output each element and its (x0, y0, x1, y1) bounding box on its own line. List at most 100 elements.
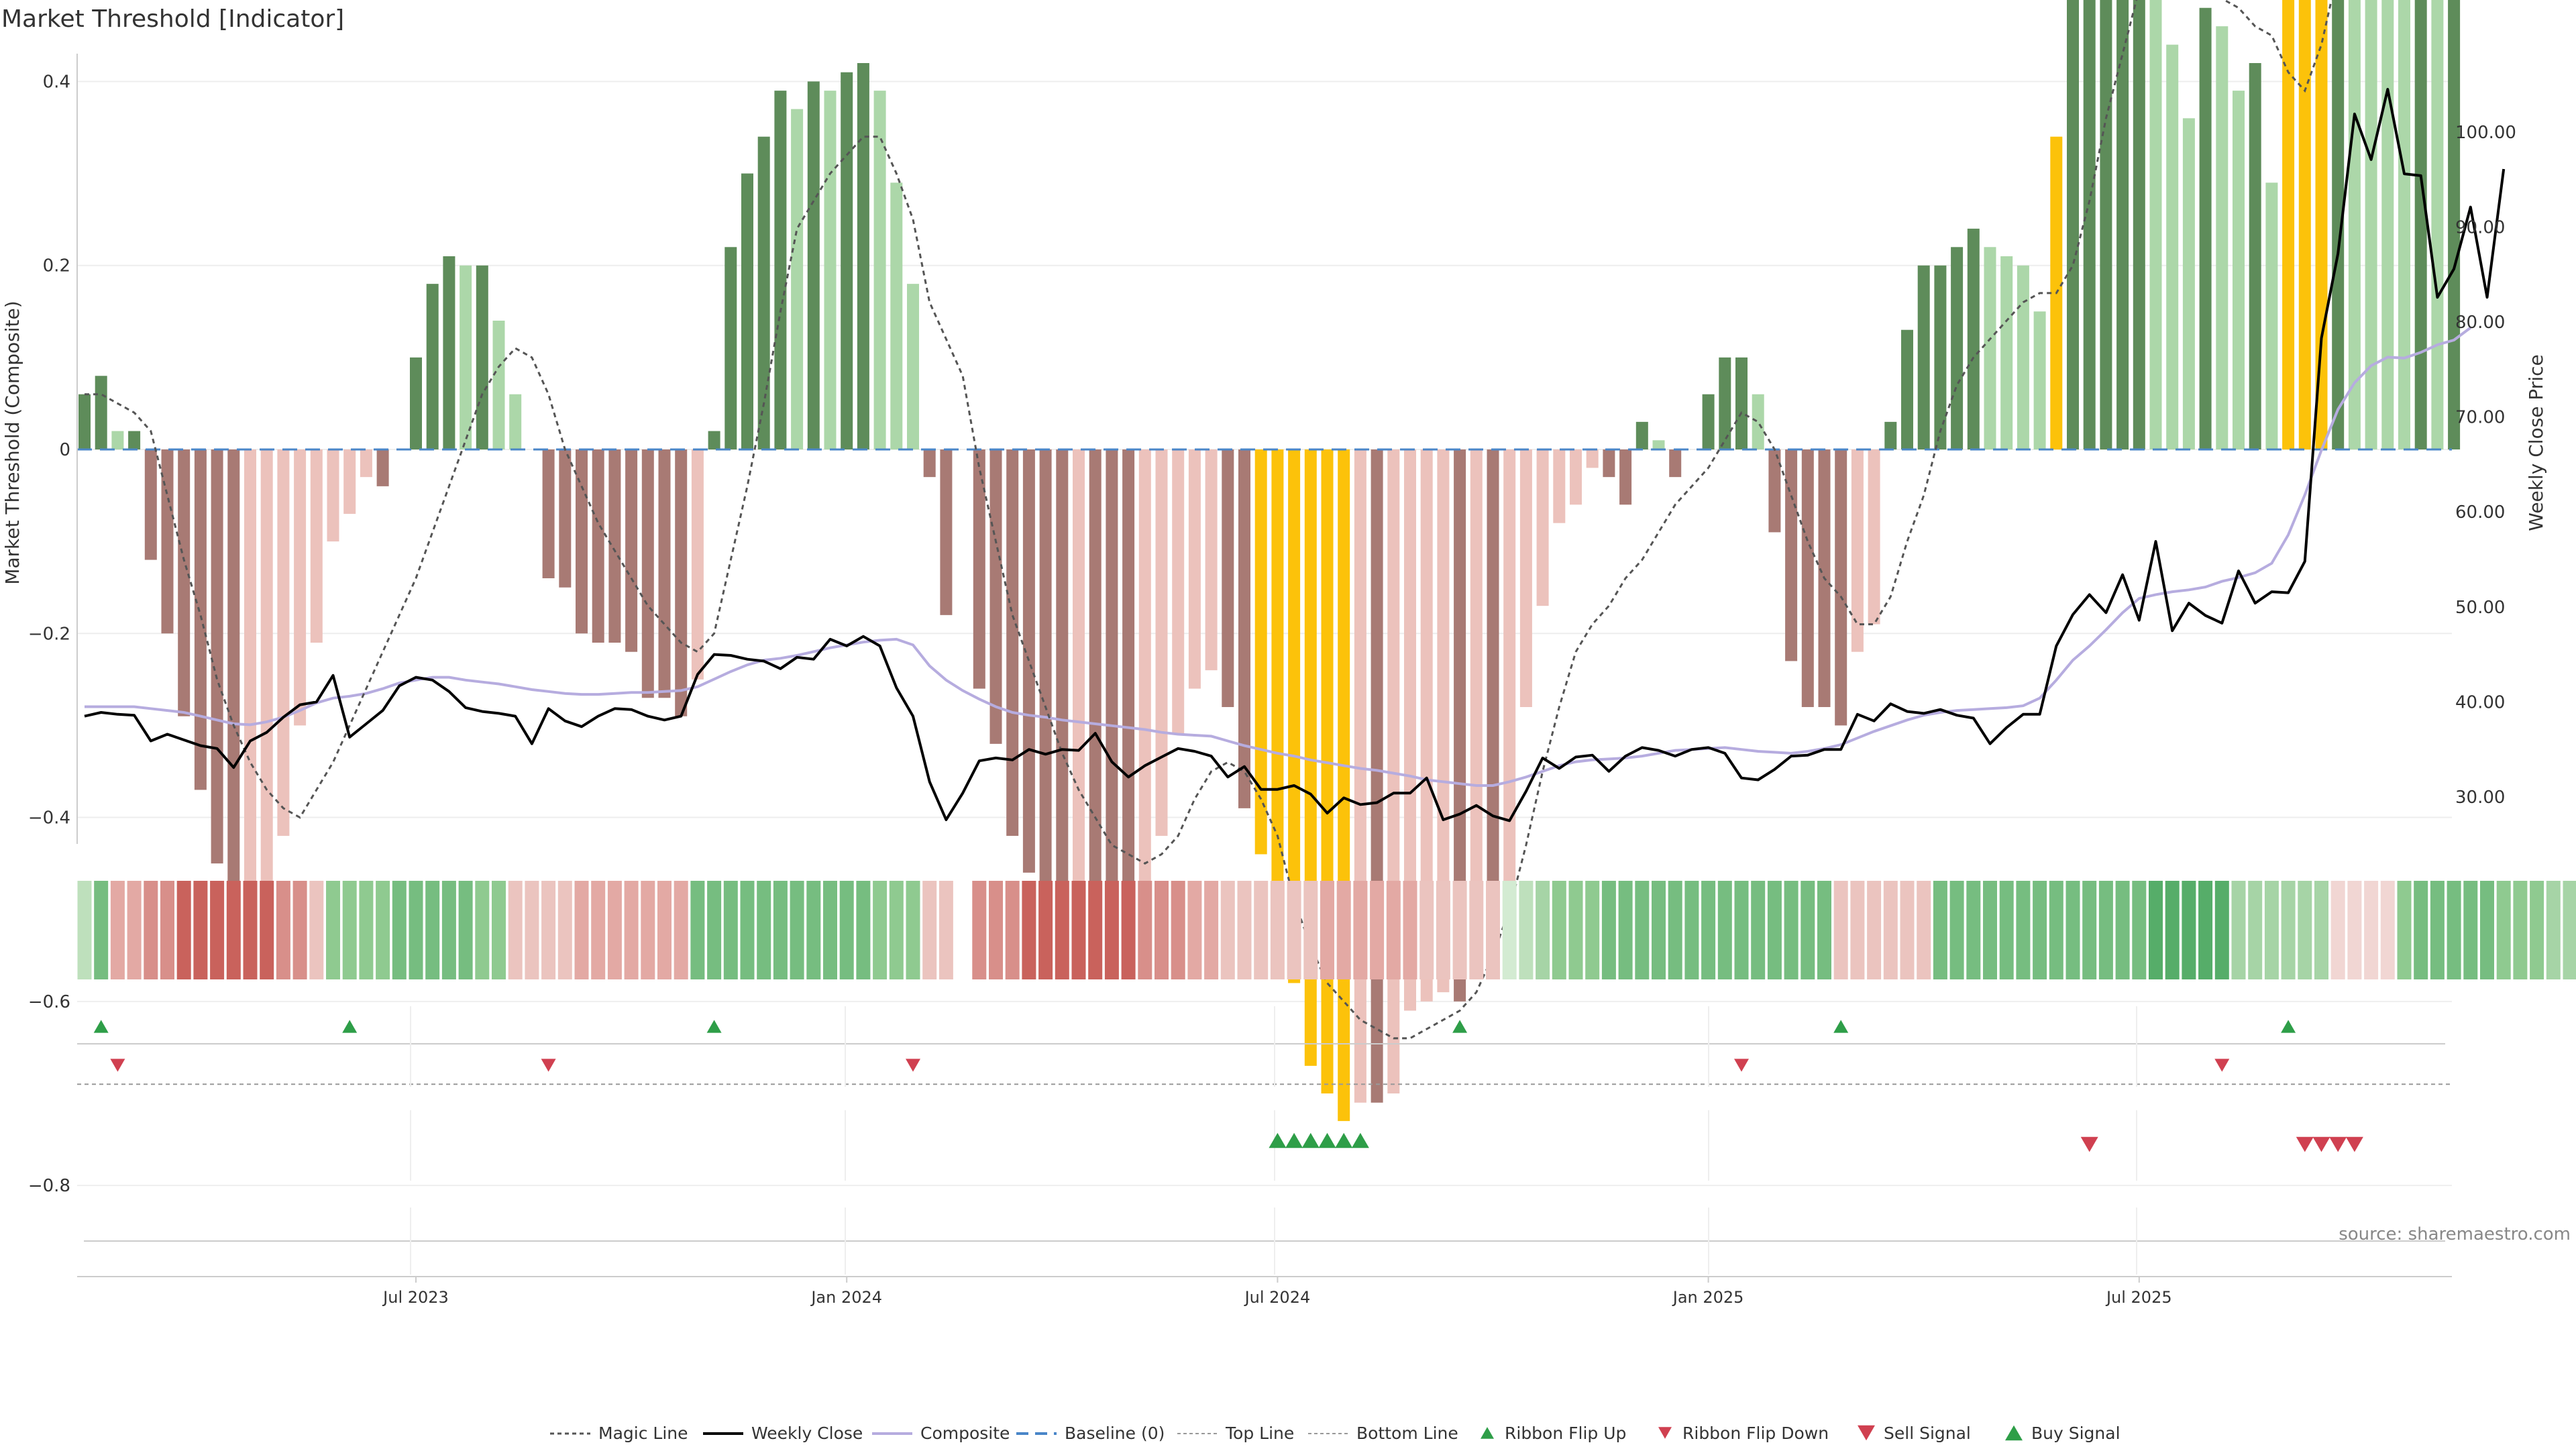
ribbon-cell (574, 881, 589, 979)
left-tick-label: −0.2 (28, 624, 70, 644)
composite-bar (907, 284, 919, 449)
composite-bar (476, 265, 488, 449)
composite-bar (1404, 449, 1416, 1011)
ribbon-cell (2546, 881, 2561, 979)
composite-bar (1470, 449, 1483, 919)
composite-bar (890, 182, 903, 449)
composite-bar (1271, 449, 1284, 928)
composite-bar (1884, 421, 1897, 449)
ribbon-cell (1784, 881, 1799, 979)
buy-signal-marker (1301, 1132, 1320, 1148)
composite-bar (78, 394, 91, 449)
ribbon-cell (873, 881, 888, 979)
composite-bar (426, 284, 439, 449)
ribbon-cell (1436, 881, 1450, 979)
composite-bar (2431, 0, 2444, 449)
composite-bar (260, 449, 273, 900)
composite-bar (1420, 449, 1433, 1002)
ribbon-cell (2165, 881, 2180, 979)
ribbon-cell (906, 881, 920, 979)
ribbon-cell (1717, 881, 1732, 979)
ribbon-cell (2414, 881, 2428, 979)
ribbon-cell (1734, 881, 1749, 979)
ribbon-cell (1220, 881, 1235, 979)
composite-bar (1222, 449, 1234, 707)
legend-swatch (1858, 1425, 1875, 1441)
sell-signal-marker (2080, 1136, 2098, 1152)
composite-bar (2033, 311, 2046, 449)
composite-bar (873, 91, 886, 450)
composite-bar (509, 394, 522, 449)
ribbon-cell (1568, 881, 1583, 979)
ribbon-cell (1585, 881, 1600, 979)
ribbon-cell (508, 881, 523, 979)
right-tick-label: 80.00 (2455, 313, 2505, 333)
ribbon-cell (889, 881, 904, 979)
ribbon-cell (1966, 881, 1981, 979)
composite-bar (1122, 449, 1135, 910)
composite-bar (625, 449, 638, 652)
composite-bar (1487, 449, 1499, 928)
composite-bar (973, 449, 985, 689)
composite-bar (410, 357, 422, 449)
ribbon-cell (2330, 881, 2345, 979)
ribbon-cell (1254, 881, 1269, 979)
ribbon-cell (1601, 881, 1616, 979)
composite-bar (2414, 0, 2427, 449)
ribbon-cell (2082, 881, 2097, 979)
composite-bar (857, 63, 869, 449)
composite-bar (128, 431, 141, 449)
ribbon-cell (1684, 881, 1699, 979)
composite-bar (1603, 449, 1615, 478)
ribbon-cell (2115, 881, 2130, 979)
ribbon-cell (1121, 881, 1136, 979)
composite-bar (2182, 118, 2195, 449)
legend-label: Baseline (0) (1065, 1424, 1165, 1443)
composite-bar (1519, 449, 1532, 707)
ribbon-cell (1022, 881, 1036, 979)
legend-label: Ribbon Flip Down (1682, 1424, 1829, 1443)
legend-label: Composite (920, 1424, 1010, 1443)
ribbon-cell (2049, 881, 2063, 979)
right-axis-label: Weekly Close Price (2525, 354, 2547, 531)
ribbon-cell (707, 881, 722, 979)
composite-bar (691, 449, 704, 680)
composite-bar (559, 449, 572, 588)
ribbon-cell (790, 881, 804, 979)
ribbon-flip-down-marker (2214, 1059, 2230, 1072)
composite-bar (1536, 449, 1549, 606)
sell-signal-marker (2312, 1136, 2330, 1152)
x-axis: Jul 2023 Jan 2024 Jul 2024 Jan 2025 Jul 2025 (77, 1276, 2452, 1307)
composite-bar (2149, 0, 2162, 449)
ribbon-cell (2149, 881, 2163, 979)
ribbon-cell (1900, 881, 1915, 979)
ribbon-cell (1867, 881, 1882, 979)
ribbon-cell (757, 881, 771, 979)
composite-bar (2365, 0, 2377, 449)
composite-bar (1901, 329, 1913, 449)
composite-bar (1205, 449, 1218, 671)
ribbon-cell (591, 881, 606, 979)
reference-lines (77, 448, 2452, 1085)
ribbon-cell (392, 881, 407, 979)
ribbon-cell (1999, 881, 2014, 979)
left-tick-label: −0.8 (28, 1176, 70, 1196)
ribbon-cell (2281, 881, 2296, 979)
ribbon-cell (1668, 881, 1682, 979)
ribbon-cell (1652, 881, 1666, 979)
ribbon-cell (1104, 881, 1119, 979)
composite-bar (2249, 63, 2261, 449)
composite-bar (161, 449, 174, 634)
right-tick-label: 90.00 (2455, 217, 2505, 237)
ribbon-cell (806, 881, 821, 979)
legend-label: Ribbon Flip Up (1505, 1424, 1626, 1443)
ribbon-cell (1403, 881, 1417, 979)
ribbon-cell (2298, 881, 2312, 979)
ribbon-cell (1419, 881, 1434, 979)
composite-bar (1570, 449, 1582, 505)
ribbon-cell (2463, 881, 2478, 979)
ribbon-cell (1917, 881, 1931, 979)
ribbon-flip-up-marker (342, 1020, 358, 1033)
x-tick-label: Jul 2023 (382, 1288, 449, 1307)
ribbon-cell (1502, 881, 1517, 979)
